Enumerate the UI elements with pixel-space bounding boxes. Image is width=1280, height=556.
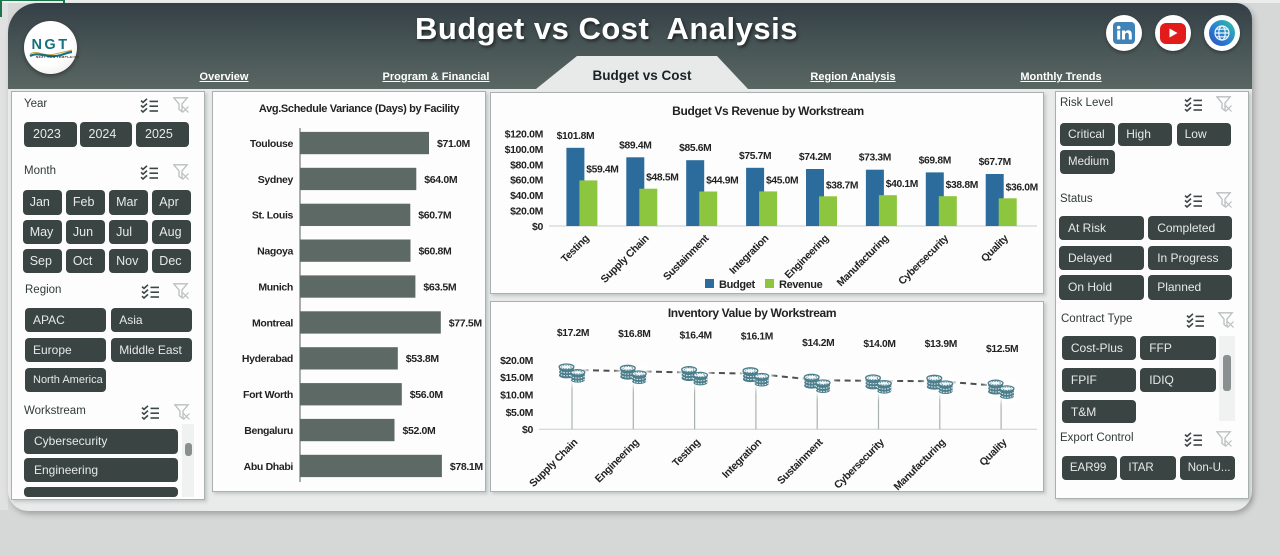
svg-text:$64.0M: $64.0M — [424, 174, 458, 186]
svg-text:Supply Chain: Supply Chain — [598, 233, 651, 286]
svg-text:Hyderabad: Hyderabad — [242, 353, 293, 365]
svg-text:$63.5M: $63.5M — [423, 281, 457, 293]
svg-text:Testing: Testing — [670, 437, 703, 470]
svg-text:Integration: Integration — [720, 437, 764, 481]
svg-text:$45.0M: $45.0M — [766, 175, 798, 186]
svg-text:$71.0M: $71.0M — [437, 138, 471, 150]
svg-text:Revenue: Revenue — [779, 279, 823, 291]
svg-text:$14.0M: $14.0M — [863, 339, 895, 350]
svg-text:$53.8M: $53.8M — [406, 353, 440, 365]
svg-text:$60.0M: $60.0M — [510, 175, 544, 187]
svg-text:Toulouse: Toulouse — [250, 138, 294, 150]
svg-text:$38.8M: $38.8M — [946, 180, 978, 191]
svg-text:Budget Vs Revenue by Workstrea: Budget Vs Revenue by Workstream — [672, 104, 864, 118]
svg-text:$20.0M: $20.0M — [510, 205, 544, 217]
svg-text:$75.7M: $75.7M — [739, 151, 771, 162]
svg-text:Fort Worth: Fort Worth — [243, 389, 293, 401]
svg-text:$100.0M: $100.0M — [505, 144, 544, 156]
svg-text:Abu Dhabi: Abu Dhabi — [244, 461, 294, 473]
svg-text:Engineering: Engineering — [782, 233, 831, 282]
svg-text:$10.0M: $10.0M — [500, 390, 534, 402]
svg-text:$0: $0 — [522, 424, 533, 436]
svg-text:$74.2M: $74.2M — [799, 152, 831, 163]
svg-text:$14.2M: $14.2M — [802, 338, 834, 349]
svg-text:$40.1M: $40.1M — [886, 179, 918, 190]
svg-text:$16.1M: $16.1M — [741, 332, 773, 343]
svg-text:$85.6M: $85.6M — [679, 143, 711, 154]
svg-text:$73.3M: $73.3M — [859, 153, 891, 164]
svg-text:$40.0M: $40.0M — [510, 190, 544, 202]
svg-text:$52.0M: $52.0M — [403, 425, 437, 437]
svg-text:Testing: Testing — [559, 233, 592, 266]
svg-text:$16.8M: $16.8M — [618, 329, 650, 340]
svg-text:$60.7M: $60.7M — [418, 210, 452, 222]
svg-text:$120.0M: $120.0M — [505, 129, 544, 141]
svg-text:$0: $0 — [532, 221, 543, 233]
svg-text:Inventory Value by Workstream: Inventory Value by Workstream — [668, 306, 836, 320]
svg-text:Manufacturing: Manufacturing — [835, 233, 891, 289]
svg-text:$5.0M: $5.0M — [506, 407, 534, 419]
svg-text:Quality: Quality — [977, 436, 1009, 468]
svg-text:$12.5M: $12.5M — [986, 344, 1018, 355]
svg-text:Manufacturing: Manufacturing — [892, 437, 948, 491]
svg-text:Sustainment: Sustainment — [775, 436, 826, 487]
svg-text:Quality: Quality — [979, 232, 1011, 264]
svg-text:Munich: Munich — [258, 281, 293, 293]
svg-text:Cybersecurity: Cybersecurity — [896, 232, 951, 287]
svg-text:Supply Chain: Supply Chain — [527, 437, 580, 490]
svg-text:Montreal: Montreal — [252, 317, 293, 329]
svg-text:$44.9M: $44.9M — [706, 176, 738, 187]
svg-text:$67.7M: $67.7M — [979, 157, 1011, 168]
svg-text:$48.5M: $48.5M — [646, 173, 678, 184]
svg-text:$15.0M: $15.0M — [500, 372, 534, 384]
svg-text:$80.0M: $80.0M — [510, 159, 544, 171]
svg-text:$38.7M: $38.7M — [826, 180, 858, 191]
svg-text:$89.4M: $89.4M — [619, 140, 651, 151]
svg-text:$60.8M: $60.8M — [419, 246, 453, 258]
svg-text:$17.2M: $17.2M — [557, 328, 589, 339]
svg-text:$56.0M: $56.0M — [410, 389, 444, 401]
svg-text:$77.5M: $77.5M — [449, 317, 483, 329]
svg-text:Sydney: Sydney — [258, 174, 294, 186]
svg-text:$101.8M: $101.8M — [557, 131, 595, 142]
svg-text:Integration: Integration — [727, 233, 771, 277]
svg-text:Sustainment: Sustainment — [661, 232, 712, 283]
svg-text:Cybersecurity: Cybersecurity — [832, 436, 887, 491]
svg-text:St. Louis: St. Louis — [252, 210, 294, 222]
svg-text:$36.0M: $36.0M — [1006, 182, 1038, 193]
svg-text:Nagoya: Nagoya — [257, 246, 293, 258]
svg-text:Engineering: Engineering — [593, 437, 642, 486]
svg-text:Avg.Schedule Variance (Days) b: Avg.Schedule Variance (Days) by Facility — [259, 103, 460, 115]
svg-text:$20.0M: $20.0M — [500, 355, 534, 367]
svg-text:$16.4M: $16.4M — [679, 331, 711, 342]
svg-text:$78.1M: $78.1M — [450, 461, 484, 473]
svg-text:$13.9M: $13.9M — [925, 339, 957, 350]
svg-text:$69.8M: $69.8M — [919, 155, 951, 166]
svg-text:$59.4M: $59.4M — [586, 164, 618, 175]
svg-text:Budget: Budget — [719, 279, 755, 291]
svg-text:Bengaluru: Bengaluru — [244, 425, 293, 437]
